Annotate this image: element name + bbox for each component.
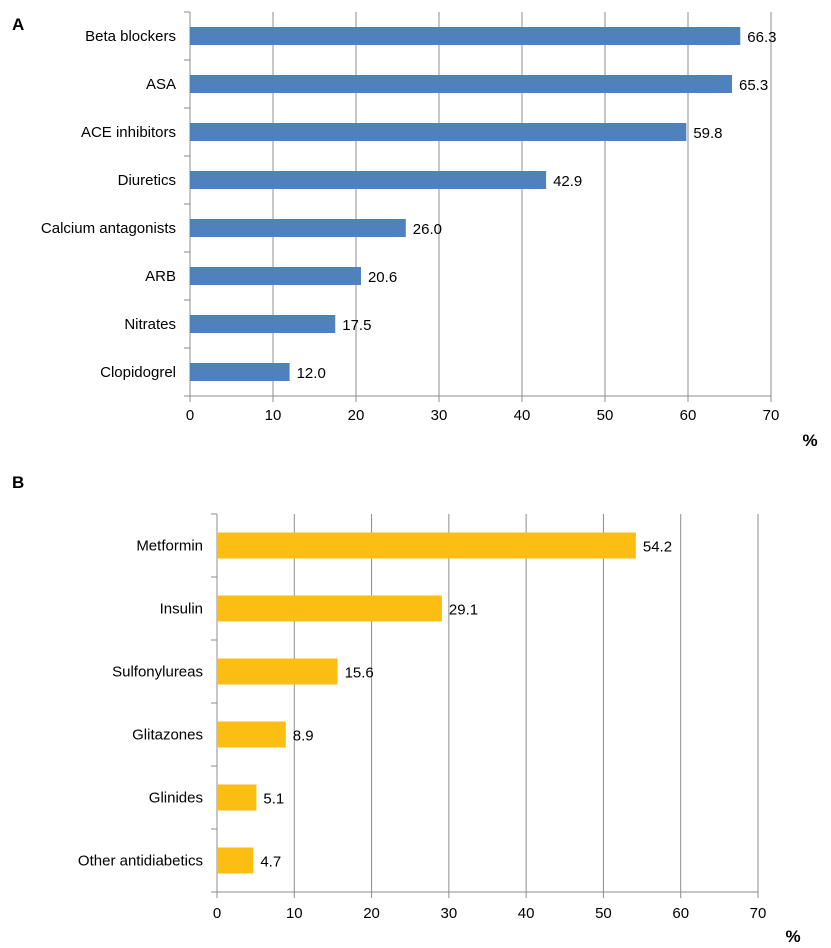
bar-a-6 xyxy=(190,315,336,333)
x-tick-label-a-60: 60 xyxy=(680,407,697,424)
panel-label-a: A xyxy=(12,15,24,34)
x-tick-label-b-50: 50 xyxy=(595,905,612,922)
x-tick-label-a-0: 0 xyxy=(186,407,194,424)
bar-b-1 xyxy=(217,595,442,622)
bar-b-5 xyxy=(217,847,254,874)
panel-b-chart: B 0 10 20 30 40 50 60 70 Metformin 54.2 Insulin 29.1… xyxy=(12,473,801,946)
x-tick-label-b-70: 70 xyxy=(750,905,767,922)
x-axis-unit-label-a: % xyxy=(802,431,817,450)
x-axis-unit-label-b: % xyxy=(785,927,800,946)
bar-a-4 xyxy=(190,219,406,237)
category-label-b-4: Glinides xyxy=(149,790,203,807)
bar-b-4 xyxy=(217,784,257,811)
value-label-a-4: 26.0 xyxy=(413,221,442,238)
value-label-b-2: 15.6 xyxy=(345,665,374,682)
value-label-b-3: 8.9 xyxy=(293,728,314,745)
x-tick-label-b-40: 40 xyxy=(518,905,535,922)
category-label-a-2: ACE inhibitors xyxy=(81,124,176,141)
x-tick-label-a-20: 20 xyxy=(348,407,365,424)
category-label-b-0: Metformin xyxy=(136,538,203,555)
category-label-b-2: Sulfonylureas xyxy=(112,664,203,681)
x-tick-label-b-60: 60 xyxy=(672,905,689,922)
x-tick-label-a-40: 40 xyxy=(514,407,531,424)
category-label-b-1: Insulin xyxy=(160,601,203,618)
bar-a-7 xyxy=(190,363,290,381)
category-label-a-4: Calcium antagonists xyxy=(41,220,176,237)
value-label-a-3: 42.9 xyxy=(553,173,582,190)
x-tick-label-b-10: 10 xyxy=(286,905,303,922)
bar-b-0 xyxy=(217,532,636,559)
category-label-a-3: Diuretics xyxy=(118,172,176,189)
bar-b-2 xyxy=(217,658,338,685)
x-tick-label-b-30: 30 xyxy=(441,905,458,922)
bar-a-3 xyxy=(190,171,547,189)
x-tick-label-a-30: 30 xyxy=(431,407,448,424)
x-tick-label-b-20: 20 xyxy=(363,905,380,922)
bar-a-0 xyxy=(190,27,741,45)
category-label-a-6: Nitrates xyxy=(124,316,176,333)
bar-a-2 xyxy=(190,123,687,141)
value-label-a-2: 59.8 xyxy=(693,125,722,142)
bar-b-3 xyxy=(217,721,286,748)
value-label-a-6: 17.5 xyxy=(342,317,371,334)
category-label-b-3: Glitazones xyxy=(132,727,203,744)
category-label-a-7: Clopidogrel xyxy=(100,364,176,381)
category-label-a-1: ASA xyxy=(146,76,176,93)
x-tick-label-a-50: 50 xyxy=(597,407,614,424)
bar-a-5 xyxy=(190,267,361,285)
value-label-a-5: 20.6 xyxy=(368,269,397,286)
x-tick-label-a-10: 10 xyxy=(265,407,282,424)
value-label-b-0: 54.2 xyxy=(643,539,672,556)
bar-a-1 xyxy=(190,75,732,93)
category-label-a-0: Beta blockers xyxy=(85,28,176,45)
value-label-a-7: 12.0 xyxy=(297,365,326,382)
x-tick-label-a-70: 70 xyxy=(763,407,780,424)
x-tick-label-b-0: 0 xyxy=(213,905,221,922)
category-label-a-5: ARB xyxy=(145,268,176,285)
value-label-a-1: 65.3 xyxy=(739,77,768,94)
panel-label-b: B xyxy=(12,473,24,492)
value-label-b-5: 4.7 xyxy=(260,854,281,871)
category-label-b-5: Other antidiabetics xyxy=(78,853,203,870)
panel-a-chart: A 0 10 20 30 40 50 60 70 Beta blockers 66.3 ASA 65.3… xyxy=(12,11,818,450)
value-label-b-1: 29.1 xyxy=(449,602,478,619)
value-label-a-0: 66.3 xyxy=(747,29,776,46)
value-label-b-4: 5.1 xyxy=(263,791,284,808)
